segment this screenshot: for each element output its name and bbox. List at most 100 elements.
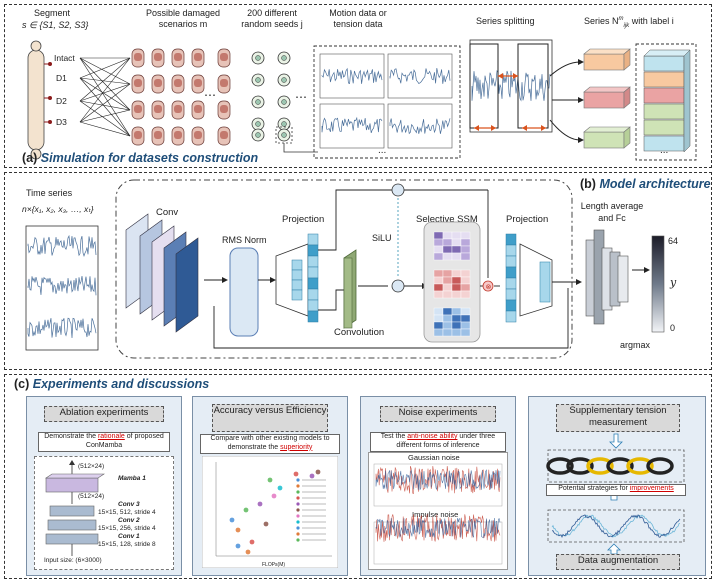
splitting-label: Series splitting — [476, 16, 535, 26]
ssm-cell — [460, 276, 471, 285]
augmentation-wave — [551, 514, 681, 538]
noise-plots — [373, 463, 503, 565]
conv-stack — [125, 213, 199, 333]
scatter-point — [277, 485, 283, 491]
argmax-label: argmax — [620, 340, 651, 350]
splitting-plot — [469, 39, 553, 133]
ablation-conv3: Conv 3 — [118, 501, 140, 508]
time-series-line — [27, 234, 97, 258]
stacked-series-box — [643, 71, 685, 88]
ssm-cell — [433, 238, 444, 247]
convolution-label: Convolution — [334, 327, 385, 338]
ablation-note: Demonstrate the rationale of proposed Co… — [38, 432, 170, 452]
ssm-cell — [451, 307, 462, 316]
time-series-line — [27, 317, 97, 339]
legend-marker — [296, 538, 300, 542]
length-label: Length average and Fc — [580, 201, 644, 223]
projection-cell — [505, 244, 517, 257]
time-series-formula: n×{x₁, x₂, x₃, …, xₜ} — [22, 204, 94, 214]
chain-link — [566, 457, 594, 475]
scatter-point — [235, 543, 241, 549]
ssm-cell — [442, 290, 453, 299]
projection-cell — [505, 310, 517, 323]
scatter-point — [245, 549, 251, 555]
stacked-series — [643, 49, 691, 153]
projection-cell — [291, 269, 303, 281]
ssm-cell — [433, 283, 444, 292]
split-signal — [471, 70, 551, 102]
legend-marker — [296, 478, 300, 482]
motion-plots — [319, 53, 453, 149]
legend-marker — [296, 520, 300, 524]
projection-column-1 — [291, 233, 319, 323]
projection-cell — [505, 255, 517, 268]
ssm-cell — [442, 231, 453, 240]
ablation-head: Ablation experiments — [44, 406, 164, 422]
projection-cell — [307, 255, 319, 268]
section-b-graphics: ⊗ — [25, 179, 665, 359]
projection-cell — [505, 299, 517, 312]
ssm-cell — [451, 328, 462, 337]
noise-note: Test the anti-noise ability under three … — [370, 432, 506, 452]
ssm-cell — [433, 245, 444, 254]
motion-plot — [387, 53, 453, 99]
length-average-stack — [585, 229, 629, 325]
segment-column — [27, 40, 52, 160]
chain-links — [546, 457, 674, 475]
ssm-cell — [460, 321, 471, 330]
scenario-label: Possible damaged scenarios m — [145, 8, 221, 29]
ssm-cell — [451, 321, 462, 330]
augmentation-wave — [551, 514, 681, 539]
ssm-cell — [451, 238, 462, 247]
ssm-cell — [460, 252, 471, 261]
scatter-point — [235, 527, 241, 533]
projection-cell — [291, 279, 303, 291]
series-label: Series Nmijk with label i — [584, 16, 674, 29]
ssm-cell — [460, 269, 471, 278]
ssm-cell — [460, 245, 471, 254]
noise-plot — [373, 521, 503, 565]
ablation-top-dim: (512×24) — [78, 463, 105, 470]
projection-cell — [505, 233, 517, 246]
projection-label: Projection — [282, 214, 325, 225]
legend-marker — [296, 508, 300, 512]
ssm-cell — [442, 276, 453, 285]
projection-cell — [291, 289, 303, 301]
ssm-cell — [442, 238, 453, 247]
ssm-cell — [433, 269, 444, 278]
noise-gaussian: Gaussian noise — [408, 453, 460, 462]
ssm-cell — [442, 314, 453, 323]
projection-cell — [291, 259, 303, 271]
segment-set: s ∈ {S1, S2, S3} — [22, 20, 89, 30]
legend-marker — [296, 484, 300, 488]
state-d3: D3 — [56, 117, 67, 127]
ssm-cell — [433, 321, 444, 330]
chain-link — [586, 457, 614, 475]
ssm-cell — [451, 245, 462, 254]
ssm-cell — [460, 283, 471, 292]
ssm-cell — [451, 269, 462, 278]
accuracy-xlabel: FLOPs(M) — [262, 562, 286, 568]
ablation-diagram — [45, 460, 105, 556]
ssm-cell — [451, 290, 462, 299]
accuracy-head: Accuracy versus Efficiency — [212, 404, 328, 432]
ssm-label: Selective SSM — [416, 214, 478, 225]
ssm-cell — [433, 231, 444, 240]
scatter-point — [263, 521, 269, 527]
noise-head: Noise experiments — [380, 406, 496, 422]
ssm-cell — [442, 269, 453, 278]
ssm-cell — [433, 314, 444, 323]
selective-ssm-grids — [433, 231, 471, 337]
ssm-cell — [460, 231, 471, 240]
ssm-cell — [433, 307, 444, 316]
legend-marker — [296, 502, 300, 506]
scenario-columns — [131, 48, 231, 146]
ssm-cell — [442, 328, 453, 337]
chain-link — [646, 457, 674, 475]
ssm-cell — [451, 231, 462, 240]
scatter-point — [267, 477, 273, 483]
augmentation-waves — [551, 514, 681, 539]
seed-circles — [251, 51, 291, 142]
legend-marker — [296, 526, 300, 530]
projection-cell — [307, 288, 319, 301]
